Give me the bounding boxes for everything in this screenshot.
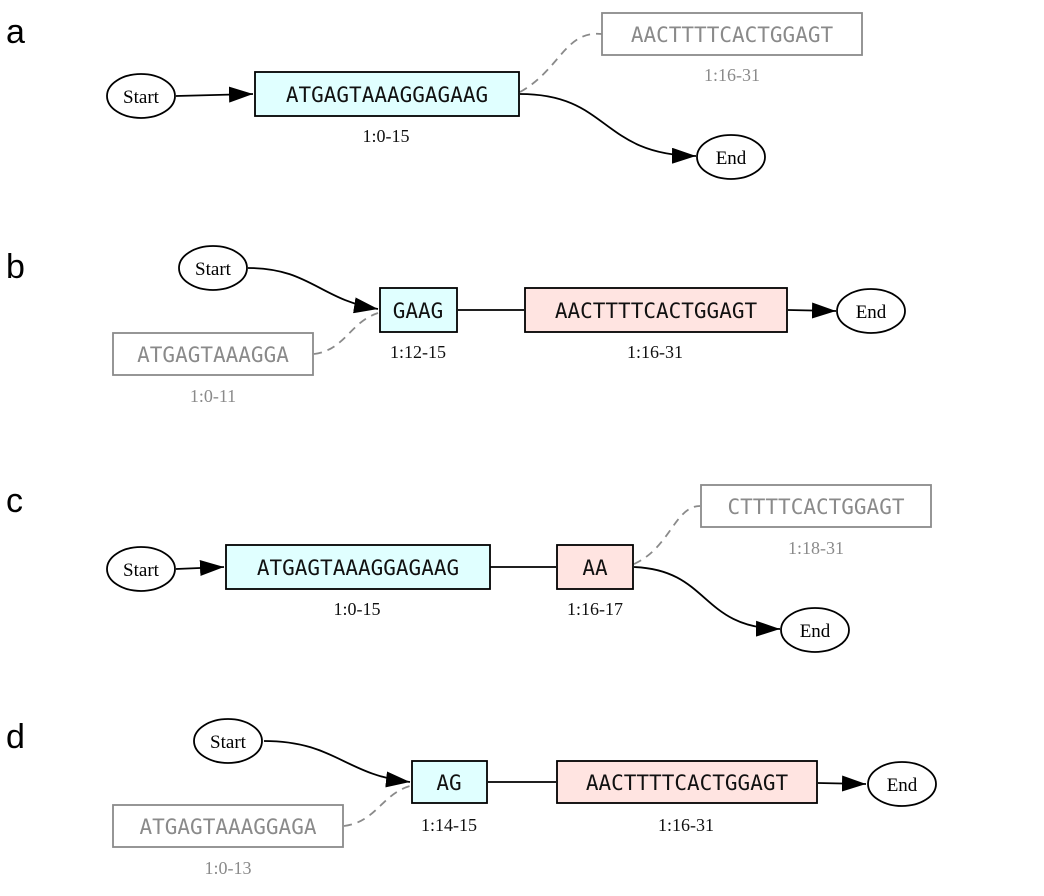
sequence-node: GAAG xyxy=(379,287,458,333)
edge-node-to-end xyxy=(519,93,697,164)
start-label: Start xyxy=(123,87,160,108)
start-label: Start xyxy=(195,259,232,280)
sequence-label: ATGAGTAAAGGAGAAG xyxy=(257,556,459,580)
edge-start-to-node xyxy=(263,740,411,788)
coord-label: 1:16-31 xyxy=(658,815,714,835)
end-node: End xyxy=(836,288,906,334)
panel-label-c: c xyxy=(6,482,23,520)
alt-sequence-label: ATGAGTAAAGGA xyxy=(137,343,289,367)
end-label: End xyxy=(716,148,747,169)
start-node: Start xyxy=(106,546,176,592)
edge-node-to-end xyxy=(817,775,867,792)
panel-label-a: a xyxy=(6,13,25,51)
coord-label: 1:16-31 xyxy=(627,342,683,362)
sequence-label: AACTTTTCACTGGAGT xyxy=(586,771,789,795)
start-label: Start xyxy=(123,560,160,581)
coord-label: 1:12-15 xyxy=(390,342,446,362)
sequence-node: ATGAGTAAAGGAGAAG xyxy=(254,71,520,117)
panel-a: a Start ATGAGTAAAGGAGAAG 1:0-15 AACTTTTC… xyxy=(6,12,863,180)
sequence-label: ATGAGTAAAGGAGAAG xyxy=(286,83,488,107)
alt-sequence-node: ATGAGTAAAGGA xyxy=(112,332,314,376)
start-node: Start xyxy=(178,245,248,291)
alt-sequence-label: ATGAGTAAAGGAGA xyxy=(139,815,316,839)
alt-coord-label: 1:16-31 xyxy=(704,65,760,85)
end-node: End xyxy=(696,134,766,180)
start-node: Start xyxy=(193,718,263,764)
end-label: End xyxy=(800,621,831,642)
edge-dashed-to-alt xyxy=(519,32,603,93)
end-node: End xyxy=(780,607,850,653)
alt-sequence-node: AACTTTTCACTGGAGT xyxy=(601,12,863,56)
edge-dashed-from-alt xyxy=(343,785,411,827)
sequence-label: AACTTTTCACTGGAGT xyxy=(555,299,758,323)
sequence-label: GAAG xyxy=(393,299,444,323)
end-node: End xyxy=(867,761,937,807)
sequence-label: AA xyxy=(582,556,608,580)
sequence-node: ATGAGTAAAGGAGAAG xyxy=(225,544,491,590)
coord-label: 1:14-15 xyxy=(421,815,477,835)
start-label: Start xyxy=(210,732,247,753)
panel-c: c Start ATGAGTAAAGGAGAAG 1:0-15 AA 1:16-… xyxy=(6,482,932,653)
panel-label-d: d xyxy=(6,718,25,756)
edge-node-to-end xyxy=(633,566,781,637)
sequence-node: AACTTTTCACTGGAGT xyxy=(556,760,818,804)
sequence-label: AG xyxy=(436,771,461,795)
alt-coord-label: 1:0-11 xyxy=(190,386,236,406)
coord-label: 1:0-15 xyxy=(363,126,410,146)
panel-b: b Start ATGAGTAAAGGA 1:0-11 GAAG 1:12-15… xyxy=(6,245,906,406)
alt-coord-label: 1:18-31 xyxy=(788,538,844,558)
alt-sequence-label: AACTTTTCACTGGAGT xyxy=(631,23,834,47)
edge-dashed-to-alt xyxy=(633,505,701,565)
edge-dashed-from-alt xyxy=(313,312,379,355)
panel-d: d Start ATGAGTAAAGGAGA 1:0-13 AG 1:14-15… xyxy=(6,718,937,878)
sequence-node: AA xyxy=(556,544,634,590)
alt-sequence-node: CTTTTCACTGGAGT xyxy=(700,484,932,528)
edge-start-to-node xyxy=(175,560,225,576)
start-node: Start xyxy=(106,73,176,119)
coord-label: 1:0-15 xyxy=(334,599,381,619)
sequence-node: AACTTTTCACTGGAGT xyxy=(524,287,788,333)
edge-start-to-node xyxy=(175,86,254,103)
panel-label-b: b xyxy=(6,248,25,286)
edge-start-to-node xyxy=(247,267,379,314)
edge-node-to-end xyxy=(787,302,837,319)
end-label: End xyxy=(887,775,918,796)
coord-label: 1:16-17 xyxy=(567,599,623,619)
alt-sequence-node: ATGAGTAAAGGAGA xyxy=(112,804,344,848)
alt-coord-label: 1:0-13 xyxy=(205,858,252,878)
sequence-node: AG xyxy=(411,760,488,804)
alt-sequence-label: CTTTTCACTGGAGT xyxy=(727,495,904,519)
end-label: End xyxy=(856,302,887,323)
